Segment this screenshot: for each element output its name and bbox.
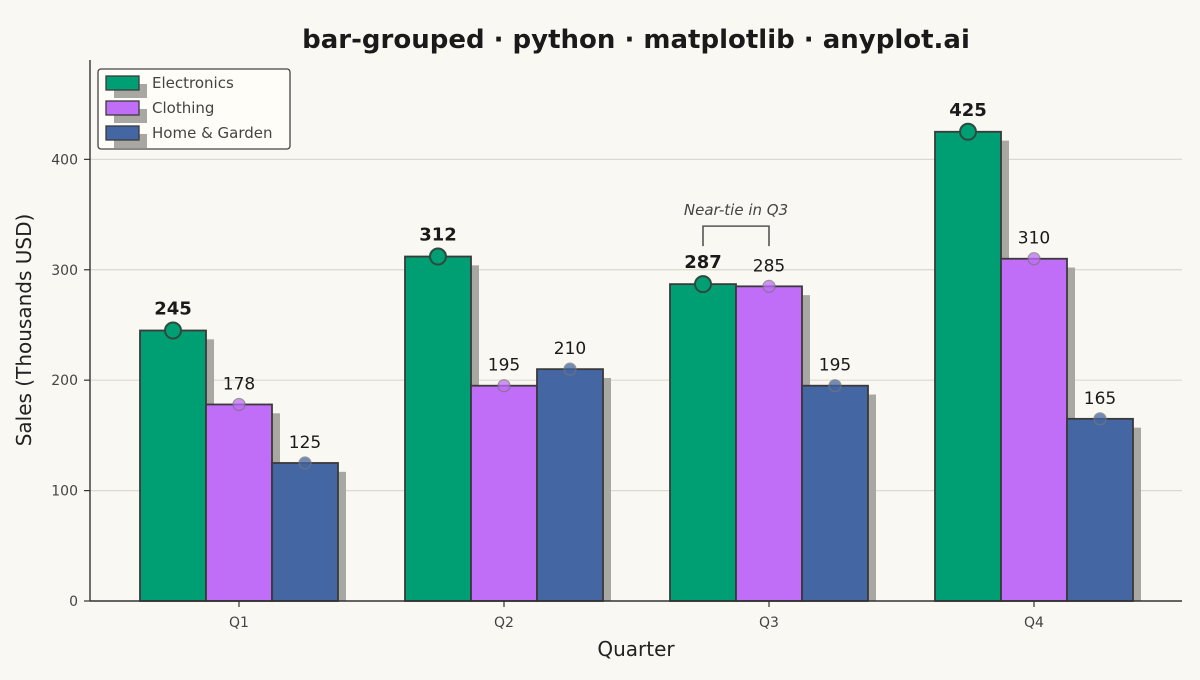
bar: [1000, 257, 1068, 602]
x-tick-label: Q3: [759, 615, 779, 631]
bar-marker: [298, 456, 312, 470]
legend-swatch: [105, 125, 140, 141]
annotation: Near-tie in Q3: [684, 201, 788, 247]
legend: Electronics Clothing Home & Garden: [97, 68, 291, 150]
bar-value-label: 312: [419, 225, 457, 246]
x-tick-label: Q1: [229, 615, 249, 631]
bar-marker: [1093, 412, 1107, 426]
bars: [139, 130, 1134, 602]
bar-marker: [1027, 252, 1041, 266]
bar-value-label: 245: [154, 299, 192, 320]
bar: [139, 329, 207, 602]
bar: [536, 368, 604, 602]
bar-value-label: 210: [554, 339, 586, 359]
legend-swatch: [105, 75, 140, 91]
bar-marker: [762, 279, 776, 293]
bar-marker: [828, 379, 842, 393]
y-tick-label: 100: [51, 484, 78, 500]
legend-label: Home & Garden: [152, 124, 273, 142]
bar: [271, 462, 339, 602]
bar-markers: [164, 122, 1107, 470]
bar-marker: [497, 379, 511, 393]
bar-marker: [429, 247, 447, 266]
legend-swatch: [105, 100, 140, 116]
bar-marker: [959, 122, 977, 141]
bar-value-label: 287: [684, 252, 722, 273]
annotation-bracket: [702, 225, 770, 247]
x-axis-label: Quarter: [597, 637, 675, 661]
y-axis-label: Sales (Thousands USD): [12, 214, 36, 447]
bar-value-label: 178: [223, 374, 255, 394]
legend-label: Clothing: [152, 99, 214, 117]
bar: [669, 283, 737, 602]
bar: [934, 130, 1002, 602]
bar-value-label: 425: [949, 100, 987, 121]
chart-title: bar-grouped · python · matplotlib · anyp…: [302, 25, 970, 55]
annotation-text: Near-tie in Q3: [684, 201, 788, 219]
x-tick-label: Q4: [1024, 615, 1044, 631]
bar-marker: [563, 362, 577, 376]
bar-value-label: 195: [488, 356, 520, 376]
bar-marker: [164, 321, 182, 340]
legend-item: Electronics: [105, 74, 234, 98]
bar: [801, 384, 869, 602]
bar-value-label: 165: [1084, 389, 1116, 409]
bar-value-label: 310: [1018, 229, 1050, 249]
legend-item: Home & Garden: [105, 124, 273, 148]
bar-value-label: 125: [289, 433, 321, 453]
bar-value-label: 285: [753, 256, 785, 276]
bar: [1066, 417, 1134, 602]
y-tick-label: 0: [69, 594, 78, 610]
y-tick-label: 300: [51, 263, 78, 279]
legend-item: Clothing: [105, 99, 214, 123]
legend-label: Electronics: [152, 74, 234, 92]
bar: [470, 384, 538, 602]
axes: 0 100 200 300 400 Q1 Q2 Q3 Q4: [51, 60, 1182, 631]
y-tick-label: 400: [51, 152, 78, 168]
bar-value-label: 195: [819, 356, 851, 376]
bar: [205, 403, 273, 602]
bar-marker: [694, 275, 712, 294]
bar-marker: [232, 397, 246, 412]
x-tick-label: Q2: [494, 615, 514, 631]
value-labels: 245 178 125 312 195 210 287 285 195 425 310 165: [154, 100, 1116, 453]
y-tick-label: 200: [51, 373, 78, 389]
bar: [735, 285, 803, 602]
bar: [404, 255, 472, 602]
